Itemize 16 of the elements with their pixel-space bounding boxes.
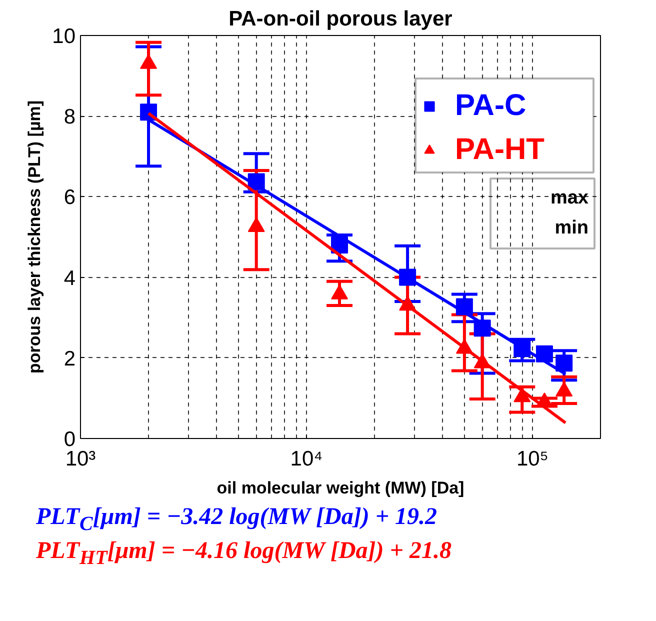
- y-tick-label: 6: [64, 186, 76, 210]
- legend-label: PA-HT: [455, 132, 544, 168]
- x-tick-label: 10⁵: [516, 448, 549, 470]
- y-tick-label: 2: [64, 347, 76, 370]
- y-tick-label: 8: [64, 106, 76, 129]
- y-axis-title: porous layer thickness (PLT) [µm]: [25, 100, 44, 374]
- y-tick-label: 10: [52, 25, 76, 48]
- annotation: min: [554, 218, 588, 238]
- x-axis-title: oil molecular weight (MW) [Da]: [216, 478, 464, 498]
- y-tick-label: 4: [64, 266, 76, 290]
- annotation: max: [550, 188, 589, 208]
- chart-title: PA-on-oil porous layer: [228, 8, 452, 30]
- legend-label: PA-C: [455, 88, 526, 124]
- x-tick-label: 10⁴: [290, 448, 323, 470]
- text: PLT$_{HT}$[μm] = −4.16 log(MW [Da]) + 21.8: [36, 537, 452, 571]
- text: PLT$_{C}$[μm] = −3.42 log(MW [Da]) + 19.2: [36, 503, 437, 537]
